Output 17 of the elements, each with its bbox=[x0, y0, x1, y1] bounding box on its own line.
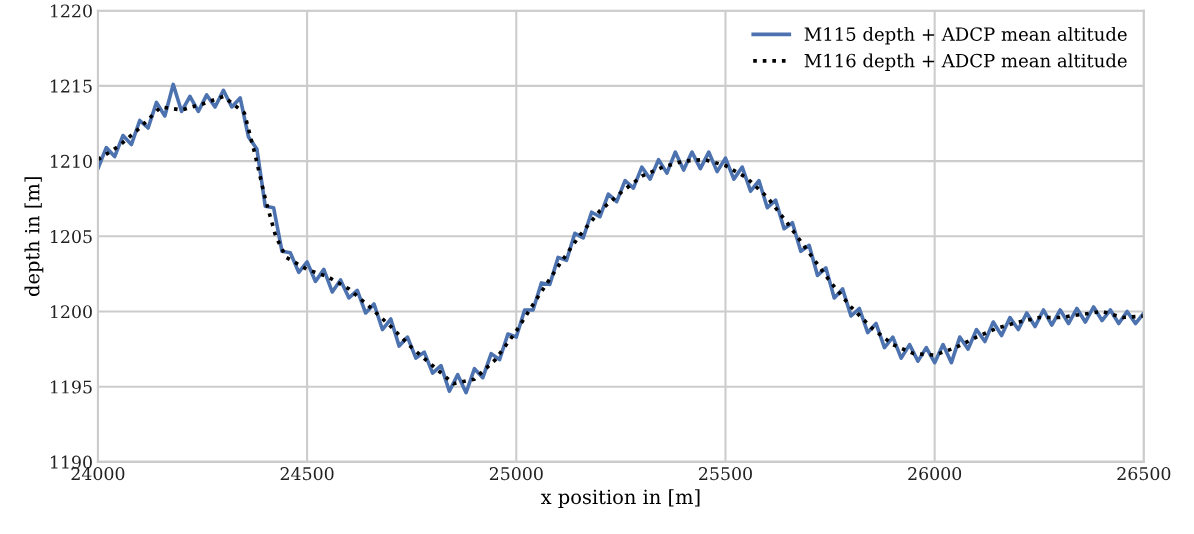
x-tick-label: 25500 bbox=[699, 467, 752, 481]
x-tick-label: 26500 bbox=[1117, 467, 1171, 481]
y-tick-label: 1210 bbox=[50, 154, 92, 168]
x-tick-label: 24000 bbox=[71, 467, 125, 481]
y-tick-label: 1205 bbox=[50, 230, 92, 244]
legend-label: M116 depth + ADCP mean altitude bbox=[804, 53, 1127, 71]
x-axis-title: x position in [m] bbox=[540, 489, 700, 508]
y-tick-label: 1195 bbox=[50, 380, 92, 394]
x-tick-label: 25000 bbox=[489, 467, 543, 481]
y-tick-label: 1220 bbox=[50, 4, 92, 18]
x-tick-label: 24500 bbox=[280, 467, 334, 481]
y-tick-label: 1190 bbox=[50, 455, 92, 469]
y-axis-title: depth in [m] bbox=[24, 177, 44, 297]
y-tick-label: 1200 bbox=[50, 305, 92, 319]
legend-label: M115 depth + ADCP mean altitude bbox=[804, 26, 1127, 45]
y-tick-label: 1215 bbox=[50, 79, 92, 93]
x-tick-label: 26000 bbox=[908, 467, 962, 481]
